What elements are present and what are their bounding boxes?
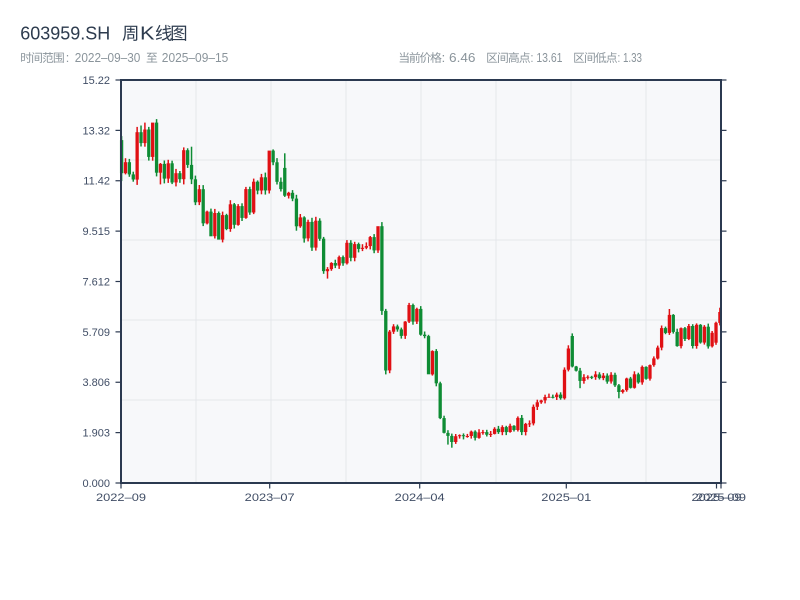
svg-text:13.32: 13.32 [82, 125, 110, 137]
svg-text::: : [66, 51, 70, 65]
svg-text:2025–09: 2025–09 [692, 492, 742, 504]
svg-text:2022–09: 2022–09 [96, 492, 146, 504]
svg-text:: 13.61: : 13.61 [531, 51, 563, 65]
svg-text:5.709: 5.709 [82, 327, 110, 339]
svg-text:: 6.46: : 6.46 [442, 51, 476, 65]
svg-text:2025–09–15: 2025–09–15 [162, 51, 229, 65]
svg-text:2025–09: 2025–09 [696, 492, 746, 504]
svg-text:2024–04: 2024–04 [395, 492, 445, 504]
svg-text:603959.SH: 603959.SH [20, 24, 110, 44]
svg-text:2023–07: 2023–07 [245, 492, 295, 504]
svg-text:11.42: 11.42 [83, 176, 110, 188]
svg-text:7.612: 7.612 [82, 276, 110, 288]
svg-text:: 1.33: : 1.33 [618, 51, 643, 65]
svg-text:3.806: 3.806 [82, 377, 110, 389]
svg-text:9.515: 9.515 [82, 226, 110, 238]
svg-text:2022–09–30: 2022–09–30 [75, 51, 141, 65]
svg-text:K: K [140, 24, 155, 44]
svg-text:1.903: 1.903 [82, 428, 110, 440]
svg-text:15.22: 15.22 [82, 75, 110, 87]
svg-text:2025–01: 2025–01 [541, 492, 591, 504]
svg-text:0.000: 0.000 [82, 478, 110, 490]
